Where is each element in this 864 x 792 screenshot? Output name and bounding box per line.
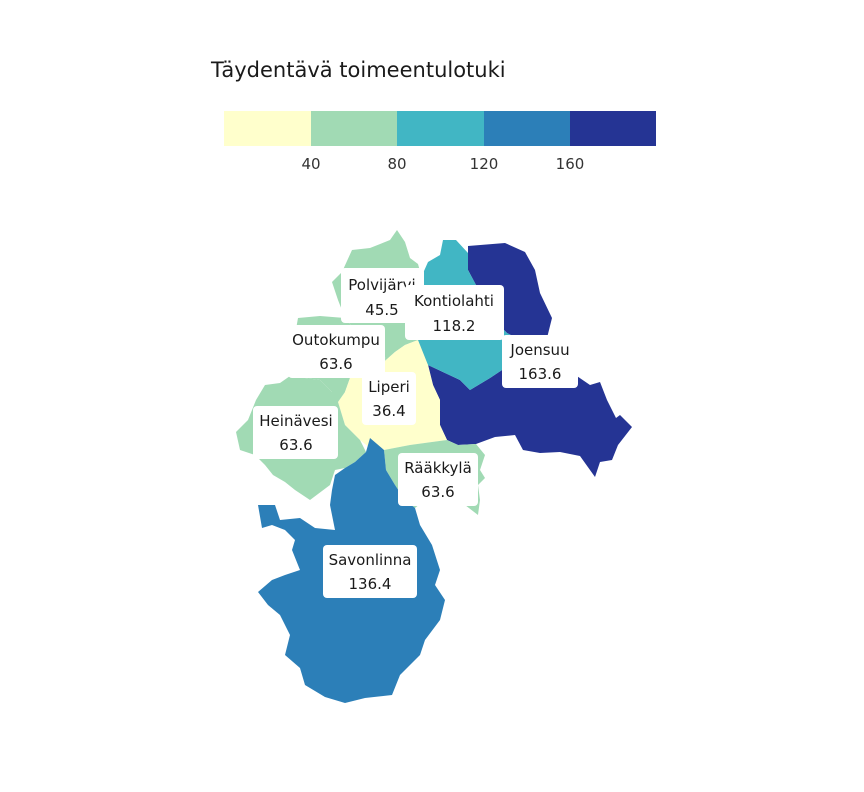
- region-name: Rääkkylä: [404, 459, 472, 477]
- legend-swatch-3: [397, 111, 484, 146]
- label-joensuu: Joensuu 163.6: [502, 335, 578, 388]
- region-value: 118.2: [433, 317, 476, 335]
- label-liperi: Liperi 36.4: [362, 372, 416, 425]
- legend-tick-160: 160: [556, 155, 585, 173]
- label-savonlinna: Savonlinna 136.4: [323, 545, 417, 598]
- label-outokumpu: Outokumpu 63.6: [288, 325, 385, 378]
- label-heinavesi: Heinävesi 63.6: [253, 406, 338, 459]
- color-legend: 40 80 120 160: [224, 111, 656, 173]
- region-name: Liperi: [368, 378, 410, 396]
- region-name: Joensuu: [509, 341, 569, 359]
- label-kontiolahti: Kontiolahti 118.2: [405, 285, 504, 340]
- region-value: 136.4: [349, 575, 392, 593]
- region-name: Polvijärvi: [348, 276, 415, 294]
- label-raakkyla: Rääkkylä 63.6: [398, 453, 478, 506]
- region-value: 63.6: [421, 483, 454, 501]
- map-title: Täydentävä toimeentulotuki: [210, 58, 506, 82]
- legend-tick-80: 80: [387, 155, 406, 173]
- region-name: Savonlinna: [329, 551, 412, 569]
- region-value: 63.6: [319, 355, 352, 373]
- legend-tick-40: 40: [301, 155, 320, 173]
- region-name: Kontiolahti: [414, 292, 494, 310]
- region-value: 45.5: [365, 301, 398, 319]
- region-value: 163.6: [519, 365, 562, 383]
- label-polvijarvi: Polvijärvi 45.5: [341, 268, 424, 323]
- legend-tick-120: 120: [470, 155, 499, 173]
- legend-swatch-4: [484, 111, 570, 146]
- region-value: 63.6: [279, 436, 312, 454]
- legend-swatch-1: [224, 111, 311, 146]
- region-name: Outokumpu: [292, 331, 380, 349]
- region-name: Heinävesi: [259, 412, 332, 430]
- legend-swatch-5: [570, 111, 656, 146]
- legend-swatch-2: [311, 111, 397, 146]
- region-labels: Polvijärvi 45.5 Kontiolahti 118.2 Outoku…: [253, 268, 578, 598]
- region-value: 36.4: [372, 402, 405, 420]
